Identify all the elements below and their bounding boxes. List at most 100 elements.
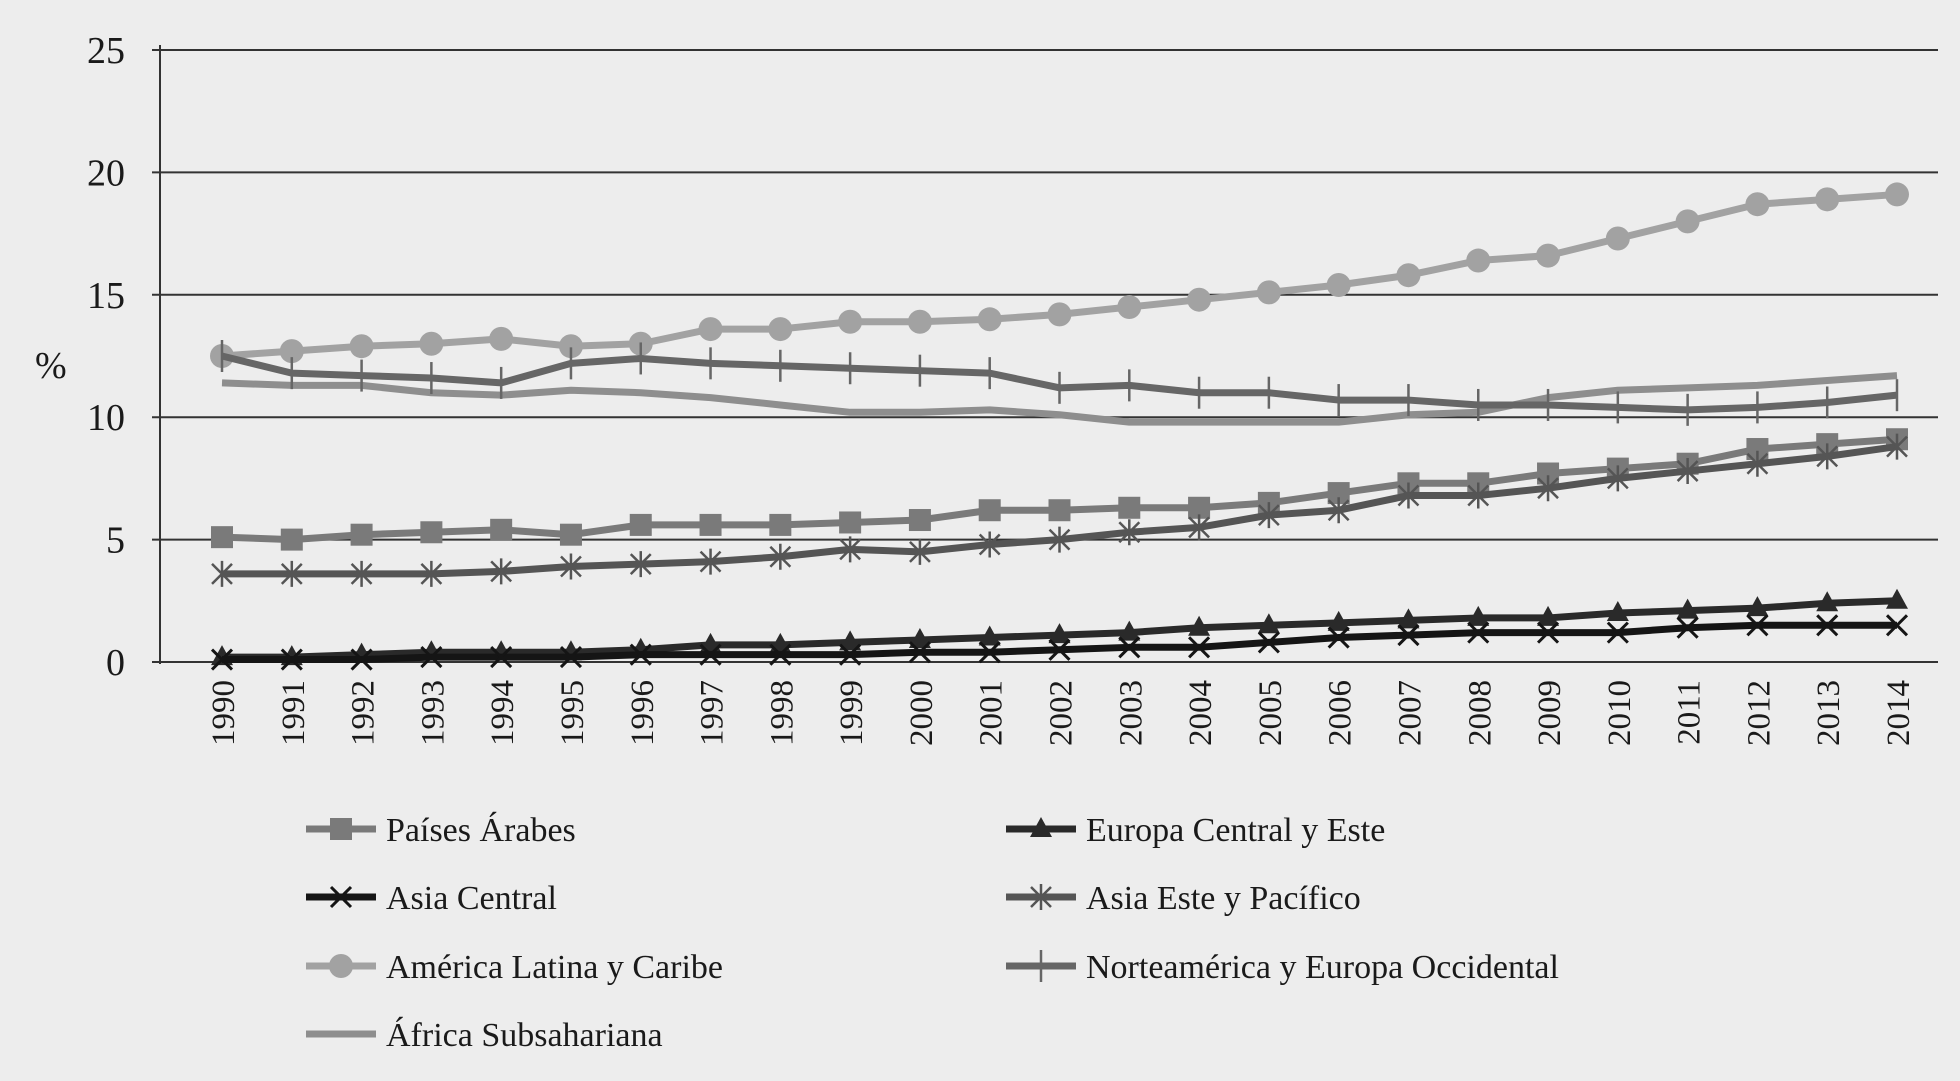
data-point xyxy=(1397,608,1420,629)
data-point xyxy=(1676,598,1699,619)
data-point xyxy=(349,334,374,359)
data-point xyxy=(1745,192,1770,217)
x-marker xyxy=(1327,626,1350,649)
x-marker xyxy=(420,646,443,669)
data-point xyxy=(629,513,652,536)
data-point xyxy=(1816,443,1839,470)
square-marker xyxy=(330,818,352,840)
circle-marker xyxy=(419,331,444,356)
asterisk-marker xyxy=(350,560,373,587)
data-point xyxy=(210,648,234,671)
circle-marker xyxy=(1326,273,1351,298)
data-point xyxy=(1327,626,1350,649)
x-tick-label: 1993 xyxy=(415,680,451,746)
x-marker xyxy=(769,643,792,666)
x-tick-label: 2001 xyxy=(974,680,1010,746)
square-marker xyxy=(1118,496,1141,519)
asterisk-marker xyxy=(1467,482,1490,509)
square-marker xyxy=(420,521,443,544)
x-tick-label: 1994 xyxy=(485,680,521,746)
asterisk-marker xyxy=(1030,884,1052,910)
data-point xyxy=(1605,226,1630,251)
x-marker xyxy=(280,648,303,671)
data-point xyxy=(1047,302,1072,327)
square-marker xyxy=(490,518,513,541)
data-point xyxy=(1815,187,1840,212)
x-tick-label: 2008 xyxy=(1462,680,1498,746)
data-point xyxy=(1816,591,1839,612)
asterisk-marker xyxy=(1537,475,1559,502)
circle-marker xyxy=(558,334,583,359)
data-point xyxy=(1118,620,1141,641)
x-tick-label: 1995 xyxy=(555,680,591,746)
series-4 xyxy=(210,182,1909,368)
data-point xyxy=(699,513,722,536)
data-point xyxy=(280,560,303,587)
x-marker xyxy=(1536,621,1560,644)
data-point xyxy=(769,513,792,536)
data-point xyxy=(1188,636,1211,659)
asterisk-marker xyxy=(1048,526,1071,553)
data-point xyxy=(1118,636,1141,659)
y-tick-label: 25 xyxy=(87,30,125,72)
data-point xyxy=(839,630,862,651)
data-point xyxy=(420,646,443,669)
triangle-marker xyxy=(1030,817,1052,837)
triangle-marker xyxy=(1327,610,1350,631)
data-point xyxy=(560,553,582,580)
data-point xyxy=(1188,615,1211,636)
data-point xyxy=(977,307,1002,332)
x-tick-label: 2003 xyxy=(1113,680,1149,746)
triangle-marker xyxy=(1257,613,1280,634)
circle-marker xyxy=(1396,263,1421,288)
data-point xyxy=(490,646,513,669)
asterisk-marker xyxy=(629,551,652,578)
x-tick-label: 2005 xyxy=(1253,680,1289,746)
data-point xyxy=(1885,614,1909,637)
legend-item: Asia Central xyxy=(306,880,557,917)
x-tick-label: 1997 xyxy=(695,680,731,746)
asterisk-marker xyxy=(560,553,582,580)
triangle-marker xyxy=(1397,608,1420,629)
x-tick-label: 1990 xyxy=(206,680,242,746)
y-tick-labels: 0 5 10 15 20 25 xyxy=(87,30,125,684)
data-point xyxy=(1606,465,1629,492)
x-tick-label: 2007 xyxy=(1392,680,1428,746)
triangle-marker xyxy=(1886,588,1908,609)
data-point xyxy=(1606,621,1629,644)
data-point xyxy=(907,309,932,334)
data-point xyxy=(1188,496,1211,519)
data-point xyxy=(838,309,863,334)
data-point xyxy=(1676,458,1699,485)
data-point xyxy=(978,531,1001,558)
asterisk-marker xyxy=(769,543,792,570)
asterisk-marker xyxy=(280,560,303,587)
series-5 xyxy=(220,340,1899,426)
circle-marker xyxy=(1885,182,1909,207)
y-tick-label: 5 xyxy=(106,520,125,562)
x-marker xyxy=(1048,638,1071,661)
x-marker xyxy=(559,646,583,669)
gridlines xyxy=(152,49,1938,663)
circle-marker xyxy=(349,334,374,359)
x-marker xyxy=(1467,621,1490,644)
data-point xyxy=(419,331,444,356)
data-point xyxy=(629,551,652,578)
x-tick-label: 2011 xyxy=(1672,680,1708,745)
legend-item: África Subsahariana xyxy=(306,1017,663,1054)
data-point xyxy=(558,334,583,359)
asterisk-marker xyxy=(490,558,513,585)
data-point xyxy=(629,643,652,666)
y-tick-label: 20 xyxy=(87,152,125,194)
data-point xyxy=(1885,182,1909,207)
circle-marker xyxy=(768,317,793,342)
data-point xyxy=(908,641,931,664)
asterisk-marker xyxy=(1397,482,1420,509)
square-marker xyxy=(211,526,233,549)
triangle-marker xyxy=(1188,615,1211,636)
circle-marker xyxy=(329,954,353,978)
x-tick-label: 2000 xyxy=(904,680,940,746)
triangle-marker xyxy=(1676,598,1699,619)
data-point xyxy=(1048,526,1071,553)
